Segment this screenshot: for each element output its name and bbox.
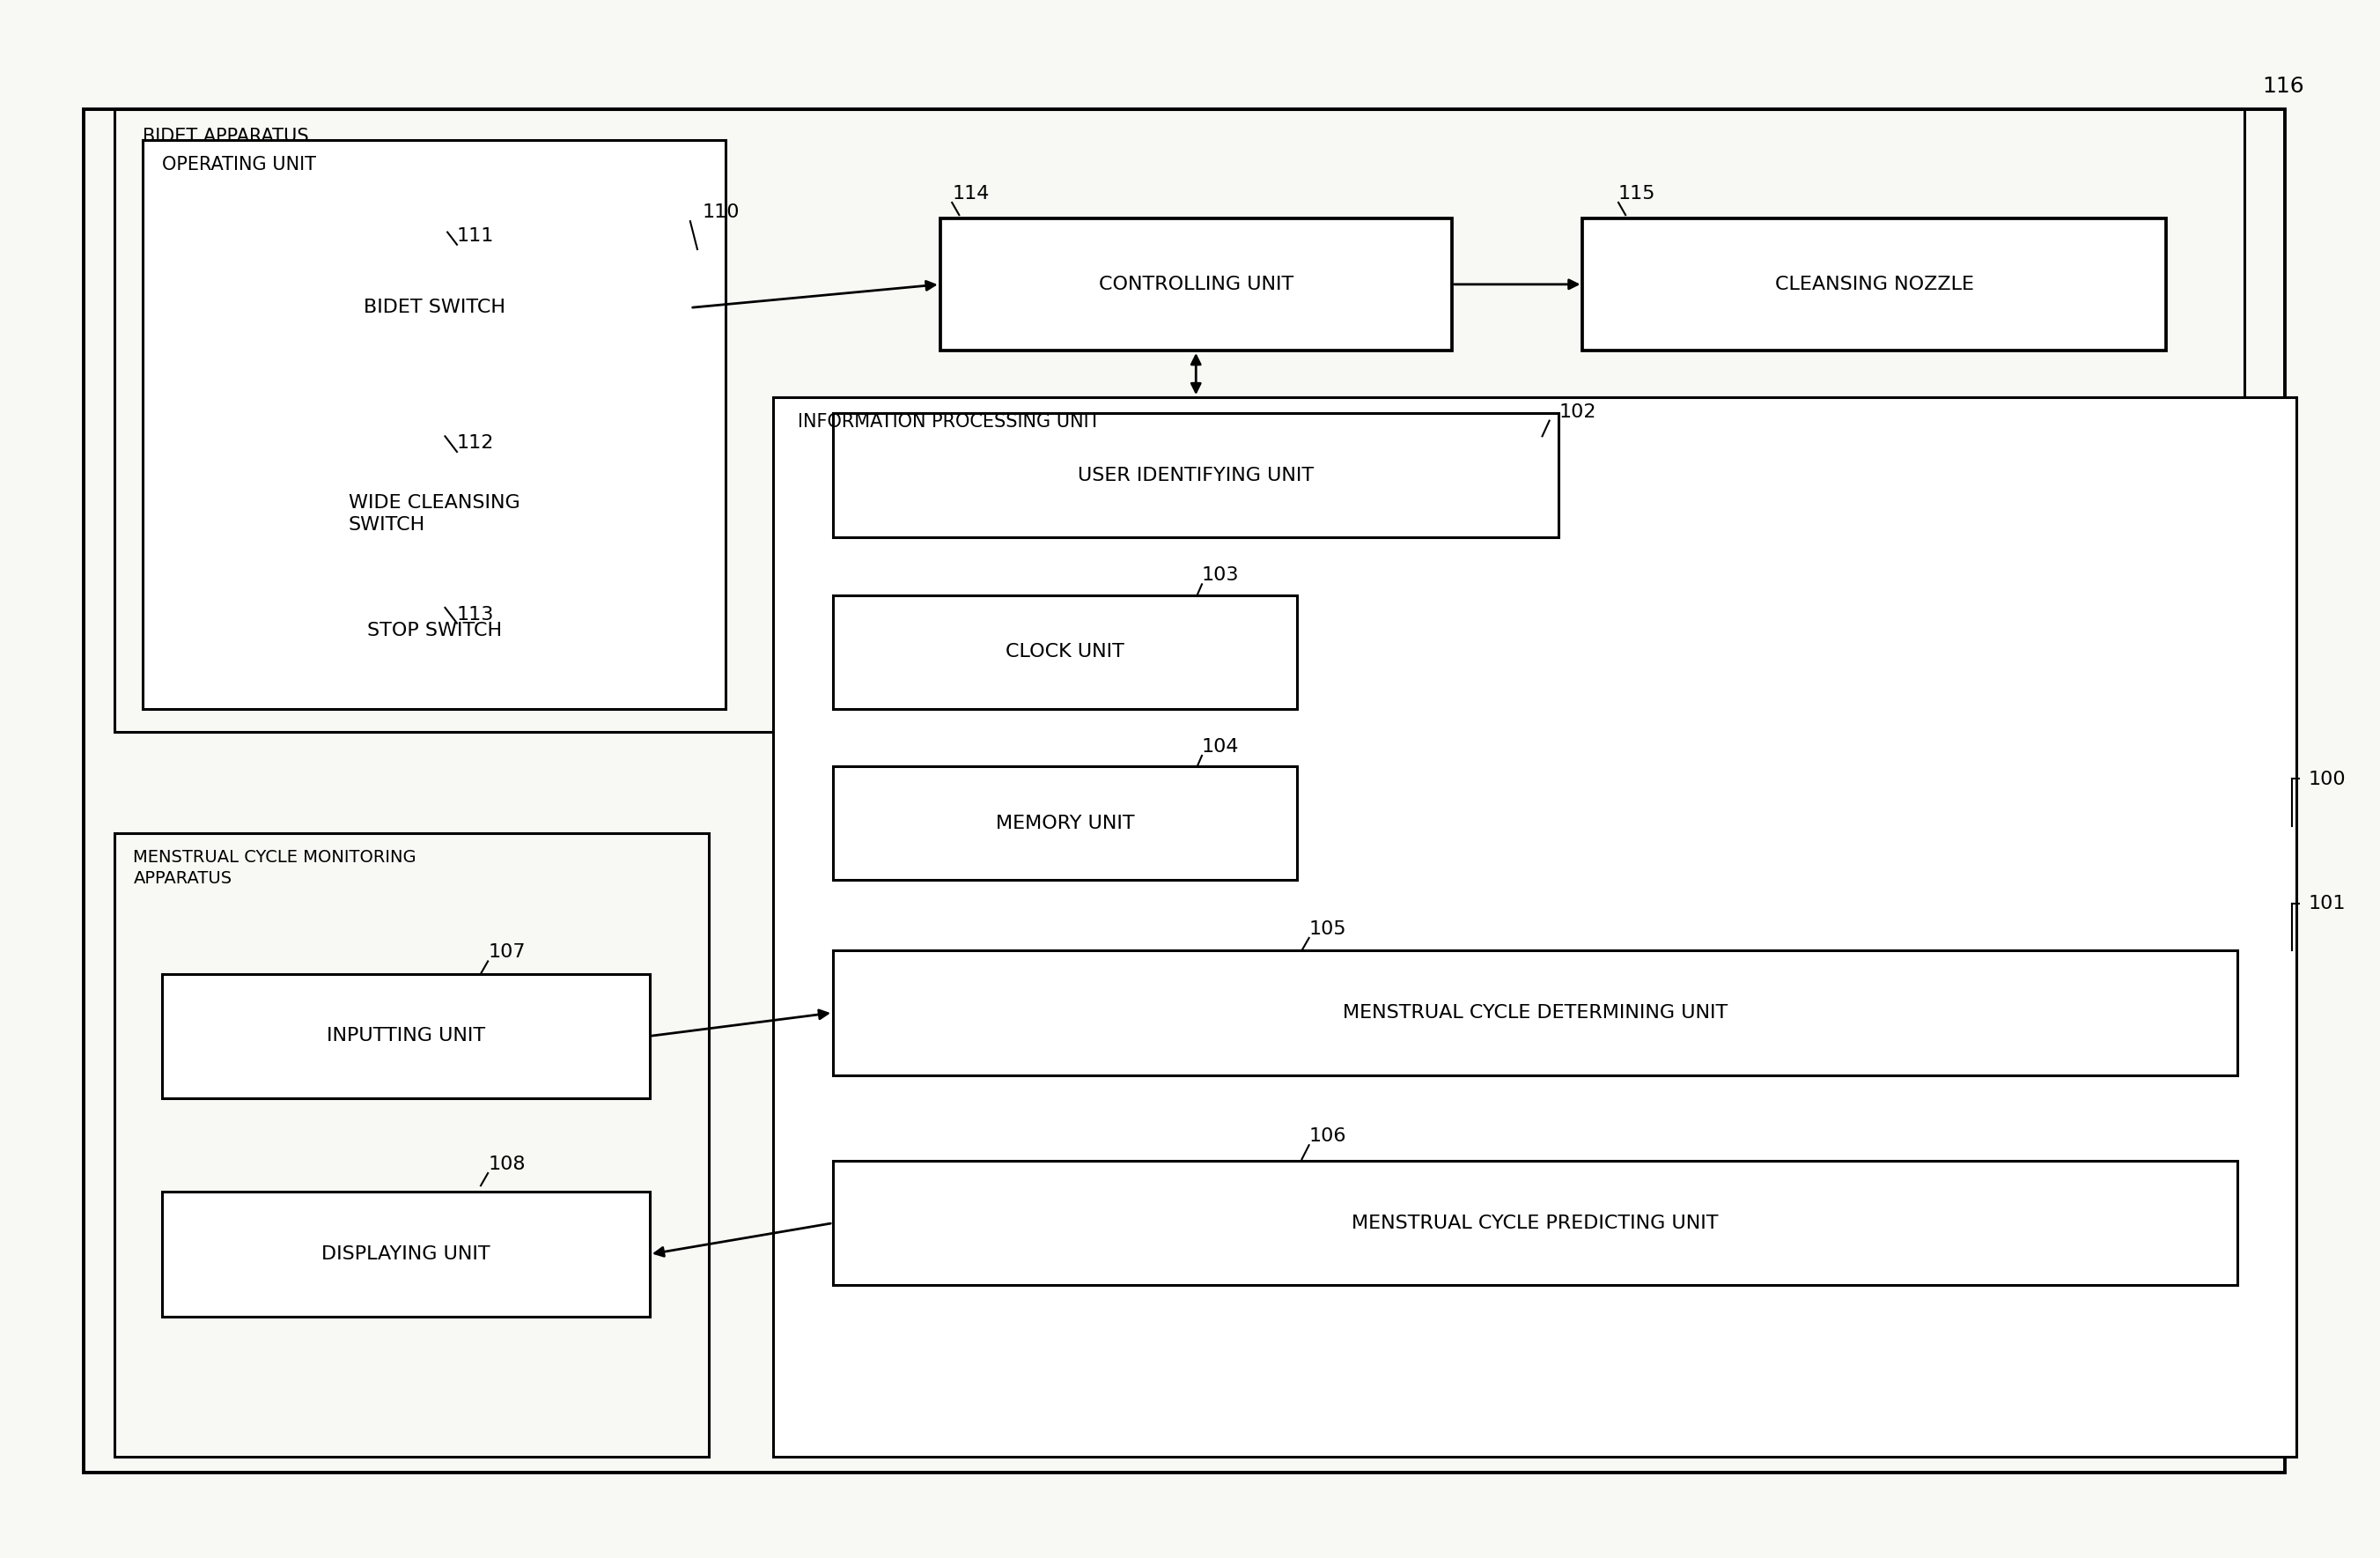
Text: 101: 101 — [2309, 894, 2347, 913]
Text: 107: 107 — [488, 944, 526, 961]
Bar — [83, 109, 2285, 1472]
Bar — [114, 834, 709, 1457]
Text: 108: 108 — [488, 1156, 526, 1173]
Text: 106: 106 — [1309, 1128, 1347, 1145]
Bar — [774, 397, 2297, 1457]
Bar — [143, 140, 726, 709]
Text: DISPLAYING UNIT: DISPLAYING UNIT — [321, 1245, 490, 1264]
Text: INFORMATION PROCESSING UNIT: INFORMATION PROCESSING UNIT — [797, 413, 1100, 430]
Text: CLOCK UNIT: CLOCK UNIT — [1007, 643, 1123, 661]
Bar — [178, 569, 690, 693]
Text: INPUTTING UNIT: INPUTTING UNIT — [326, 1027, 486, 1045]
Bar — [162, 1192, 650, 1317]
Text: CONTROLLING UNIT: CONTROLLING UNIT — [1100, 276, 1292, 293]
Text: 112: 112 — [457, 435, 495, 452]
Text: MENSTRUAL CYCLE DETERMINING UNIT: MENSTRUAL CYCLE DETERMINING UNIT — [1342, 1003, 1728, 1022]
Text: STOP SWITCH: STOP SWITCH — [367, 622, 502, 640]
Text: MENSTRUAL CYCLE MONITORING
APPARATUS: MENSTRUAL CYCLE MONITORING APPARATUS — [133, 849, 416, 887]
Text: BIDET APPARATUS: BIDET APPARATUS — [143, 128, 309, 145]
Bar — [833, 595, 1297, 709]
Bar — [940, 218, 1452, 351]
Text: 114: 114 — [952, 185, 990, 203]
Bar — [178, 234, 690, 382]
Text: 113: 113 — [457, 606, 495, 623]
Text: BIDET SWITCH: BIDET SWITCH — [364, 299, 505, 316]
Text: CLEANSING NOZZLE: CLEANSING NOZZLE — [1775, 276, 1973, 293]
Text: 116: 116 — [2261, 75, 2304, 97]
Text: 105: 105 — [1309, 921, 1347, 938]
Text: MENSTRUAL CYCLE PREDICTING UNIT: MENSTRUAL CYCLE PREDICTING UNIT — [1352, 1214, 1718, 1232]
Text: 100: 100 — [2309, 770, 2347, 788]
Text: 115: 115 — [1618, 185, 1656, 203]
Bar — [833, 767, 1297, 880]
Bar — [1583, 218, 2166, 351]
Text: 110: 110 — [702, 204, 740, 221]
Text: WIDE CLEANSING
SWITCH: WIDE CLEANSING SWITCH — [347, 494, 521, 534]
Bar — [833, 413, 1559, 538]
Bar — [162, 974, 650, 1098]
Text: 111: 111 — [457, 227, 495, 245]
Bar — [833, 1161, 2237, 1285]
Text: OPERATING UNIT: OPERATING UNIT — [162, 156, 317, 173]
Bar — [178, 436, 690, 592]
Text: USER IDENTIFYING UNIT: USER IDENTIFYING UNIT — [1078, 466, 1314, 485]
Text: MEMORY UNIT: MEMORY UNIT — [995, 815, 1135, 832]
Bar — [833, 950, 2237, 1075]
Bar — [114, 109, 2244, 732]
Text: 103: 103 — [1202, 567, 1240, 584]
Text: 102: 102 — [1559, 404, 1597, 421]
Text: 104: 104 — [1202, 738, 1240, 756]
